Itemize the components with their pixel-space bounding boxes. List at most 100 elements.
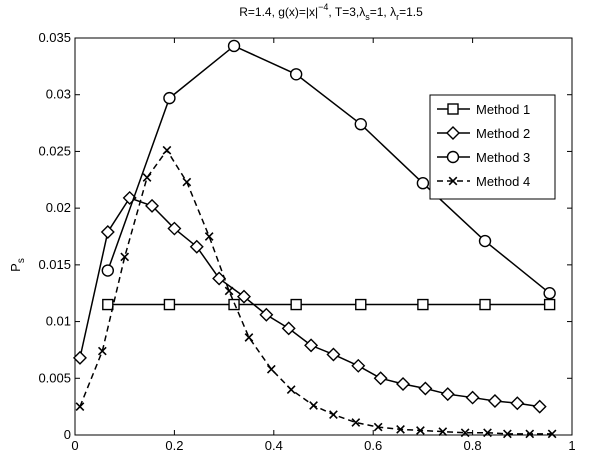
data-point-square bbox=[417, 298, 429, 311]
legend-label: Method 1 bbox=[476, 102, 530, 117]
data-point-diamond bbox=[259, 307, 274, 322]
data-point-x bbox=[142, 173, 152, 182]
legend-label: Method 3 bbox=[476, 150, 530, 165]
y-tick-label: 0.015 bbox=[38, 257, 71, 272]
data-point-x bbox=[396, 424, 405, 434]
data-point-x bbox=[204, 232, 214, 241]
data-point-x bbox=[547, 429, 557, 439]
data-point-square bbox=[290, 298, 302, 311]
data-point-diamond bbox=[510, 396, 525, 411]
data-point-diamond bbox=[396, 376, 411, 391]
data-point-square bbox=[228, 298, 240, 311]
data-point-circle bbox=[543, 287, 556, 300]
data-point-square bbox=[102, 298, 114, 311]
title-part-4: =1.5 bbox=[399, 5, 423, 19]
data-point-x bbox=[503, 429, 512, 439]
data-point-diamond bbox=[281, 321, 296, 336]
data-point-x bbox=[309, 401, 318, 410]
y-axis-label-main: P bbox=[8, 263, 23, 272]
y-tick-label: 0 bbox=[64, 427, 71, 442]
y-tick-label: 0.025 bbox=[38, 143, 71, 158]
data-point-x bbox=[373, 422, 383, 432]
chart-title: R=1.4, g(x)=|x|−4, T=3,λs=1, λr=1.5 bbox=[239, 2, 423, 22]
y-tick-label: 0.02 bbox=[46, 200, 71, 215]
legend-marker-x bbox=[448, 176, 458, 186]
title-sub-r: r bbox=[396, 12, 399, 22]
data-point-circle bbox=[478, 234, 492, 248]
data-point-x bbox=[120, 252, 130, 262]
data-point-x bbox=[97, 346, 107, 356]
data-point-diamond bbox=[351, 358, 366, 373]
data-point-diamond bbox=[189, 239, 204, 254]
legend: Method 1 Method 2 Method 3 Method 4 bbox=[429, 94, 556, 200]
y-tick-label: 0.01 bbox=[46, 314, 71, 329]
data-point-x bbox=[244, 333, 254, 342]
data-point-x bbox=[266, 364, 276, 374]
x-tick-label: 0.4 bbox=[265, 438, 283, 453]
title-part-2: , T=3,λ bbox=[328, 5, 365, 19]
data-point-square bbox=[479, 298, 491, 311]
series-line-2 bbox=[79, 197, 540, 408]
data-point-diamond bbox=[236, 289, 251, 304]
y-tick-label: 0.035 bbox=[38, 30, 71, 45]
x-tick-label: 1 bbox=[568, 438, 575, 453]
data-point-circle bbox=[354, 118, 367, 131]
data-point-diamond bbox=[532, 399, 547, 414]
data-point-x bbox=[75, 402, 85, 412]
data-point-diamond bbox=[304, 338, 319, 353]
data-point-x bbox=[329, 410, 338, 419]
x-tick-label: 0.6 bbox=[364, 438, 382, 453]
legend-marker-square bbox=[447, 103, 459, 115]
title-sup: −4 bbox=[318, 2, 328, 12]
y-axis-label: Ps bbox=[8, 258, 27, 272]
data-point-x bbox=[162, 145, 172, 155]
legend-label: Method 4 bbox=[476, 174, 530, 189]
data-point-square bbox=[163, 298, 176, 311]
data-point-diamond bbox=[100, 224, 115, 239]
data-point-x bbox=[460, 428, 470, 438]
data-point-diamond bbox=[167, 221, 182, 236]
title-part-3: =1, λ bbox=[370, 5, 396, 19]
x-tick-label: 0 bbox=[71, 438, 78, 453]
x-tick-label: 0.8 bbox=[464, 438, 482, 453]
legend-marker-diamond bbox=[446, 126, 460, 140]
legend-marker-circle bbox=[446, 150, 460, 164]
series-line-3 bbox=[107, 45, 551, 294]
y-axis-label-sub: s bbox=[16, 258, 27, 263]
legend-label: Method 2 bbox=[476, 126, 530, 141]
series-4 bbox=[75, 145, 557, 439]
plot-frame bbox=[74, 37, 573, 436]
data-point-square bbox=[355, 298, 367, 311]
series-2 bbox=[72, 190, 547, 414]
data-point-circle bbox=[227, 39, 241, 53]
title-sub-s: s bbox=[365, 12, 370, 22]
data-point-diamond bbox=[418, 381, 433, 396]
data-point-circle bbox=[416, 176, 430, 190]
data-point-x bbox=[351, 418, 361, 427]
data-point-diamond bbox=[72, 350, 87, 365]
data-point-diamond bbox=[326, 347, 341, 362]
data-point-diamond bbox=[465, 390, 480, 405]
data-point-x bbox=[483, 428, 492, 438]
data-point-circle bbox=[101, 264, 115, 277]
data-point-diamond bbox=[212, 271, 227, 286]
data-point-diamond bbox=[145, 198, 160, 213]
data-point-circle bbox=[163, 91, 176, 105]
x-tick-label: 0.2 bbox=[165, 438, 183, 453]
data-point-x bbox=[525, 429, 535, 439]
data-point-square bbox=[543, 298, 556, 311]
series-1 bbox=[102, 298, 556, 311]
data-point-diamond bbox=[440, 387, 455, 402]
svg-text:Ps: Ps bbox=[8, 258, 27, 272]
data-point-x bbox=[438, 427, 448, 436]
data-point-diamond bbox=[373, 371, 388, 386]
data-point-x bbox=[182, 177, 192, 187]
y-tick-label: 0.03 bbox=[46, 87, 71, 102]
series-3 bbox=[101, 39, 556, 300]
data-point-x bbox=[416, 426, 425, 435]
y-tick-label: 0.005 bbox=[38, 370, 71, 385]
title-part-1: R=1.4, g(x)=|x| bbox=[239, 5, 318, 19]
data-point-diamond bbox=[487, 393, 502, 408]
data-point-x bbox=[286, 385, 296, 394]
